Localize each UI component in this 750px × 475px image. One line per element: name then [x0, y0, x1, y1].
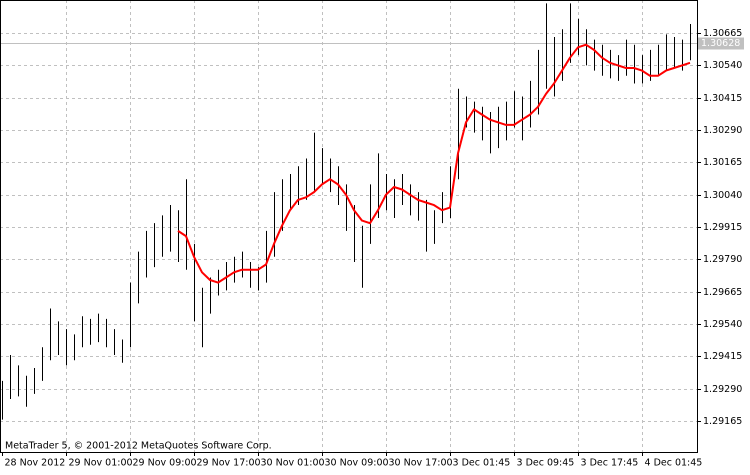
copyright: MetaTrader 5, © 2001-2012 MetaQuotes Sof…	[5, 441, 272, 452]
y-tick-label: 1.29915	[703, 222, 742, 233]
x-tick-label: 28 Nov 2012	[5, 458, 66, 469]
x-tick-label: 29 Nov 09:00	[133, 458, 197, 469]
x-tick-label: 30 Nov 09:00	[325, 458, 389, 469]
plot-border	[0, 0, 698, 453]
y-tick-label: 1.29665	[703, 287, 742, 298]
y-tick-label: 1.29790	[703, 254, 742, 265]
y-tick-label: 1.29290	[703, 384, 742, 395]
x-tick-label: 3 Dec 01:45	[453, 458, 511, 469]
y-tick-label: 1.30290	[703, 125, 742, 136]
y-tick-label: 1.30415	[703, 93, 742, 104]
x-tick-label: 3 Dec 17:45	[581, 458, 639, 469]
grid	[0, 0, 697, 452]
y-tick-label: 1.30665	[703, 28, 742, 39]
x-tick-label: 30 Nov 01:00	[261, 458, 325, 469]
current-price-label: 1.30628	[701, 38, 740, 49]
y-tick-label: 1.29540	[703, 319, 742, 330]
y-tick-label: 1.29415	[703, 351, 742, 362]
marks	[2, 3, 691, 420]
current-price-box	[698, 37, 744, 50]
x-tick-label: 29 Nov 01:00	[69, 458, 133, 469]
y-tick-label: 1.30540	[703, 60, 742, 71]
x-tick-label: 30 Nov 17:00	[389, 458, 453, 469]
x-tick-label: 29 Nov 17:00	[197, 458, 261, 469]
y-tick-label: 1.30040	[703, 190, 742, 201]
moving-average	[177, 43, 691, 284]
x-tick-label: 3 Dec 09:45	[517, 458, 575, 469]
y-tick-label: 1.30165	[703, 157, 742, 168]
x-tick-label: 4 Dec 01:45	[645, 458, 703, 469]
y-tick-label: 1.29165	[703, 416, 742, 427]
